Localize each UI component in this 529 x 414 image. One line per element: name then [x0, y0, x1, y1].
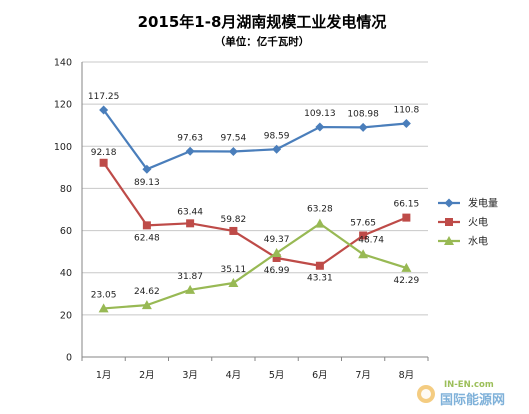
data-labels-layer: 117.25 89.13 97.63 97.54 98.59 109.13 108.98 11…	[88, 92, 420, 300]
series-2-point	[402, 213, 411, 222]
data-label: 46.99	[264, 266, 290, 276]
watermark-main-text: 国际能源网	[440, 392, 505, 408]
x-tick-label: 5月	[269, 370, 285, 381]
data-label: 24.62	[134, 287, 160, 297]
data-label: 57.65	[350, 219, 376, 229]
chart-title: 2015年1-8月湖南规模工业发电情况	[138, 13, 387, 31]
legend-marker-1	[444, 198, 454, 208]
series-line-2	[102, 162, 407, 267]
series-1-point	[185, 146, 195, 156]
series-1-point	[99, 105, 109, 115]
series-1-point	[315, 122, 325, 132]
series-3-point	[185, 284, 196, 294]
y-tick-label: 60	[60, 226, 72, 237]
data-label: 109.13	[304, 109, 336, 119]
series-3-point	[271, 247, 282, 257]
series-3-point	[141, 300, 152, 310]
y-tick-label: 40	[60, 268, 72, 279]
series-2-point	[272, 253, 281, 262]
series-line-3	[103, 222, 407, 310]
data-label: 42.29	[393, 276, 419, 286]
watermark: IN-EN.com 国际能源网	[417, 380, 505, 408]
series-1-point	[401, 119, 411, 129]
x-tick-label: 6月	[312, 370, 328, 381]
data-label: 23.05	[91, 290, 117, 300]
series-line-1	[102, 109, 407, 171]
data-label: 63.44	[177, 207, 203, 217]
series-2-point	[229, 226, 238, 235]
legend-label: 发电量	[468, 197, 498, 210]
watermark-logo-icon-inner	[421, 389, 431, 399]
data-label: 97.63	[177, 133, 203, 143]
y-tick-label: 120	[54, 100, 72, 111]
series-2-point	[315, 261, 324, 270]
series-1-point	[272, 144, 282, 154]
y-tick-label: 140	[54, 58, 72, 69]
data-label: 66.15	[393, 200, 419, 210]
data-label: 117.25	[88, 92, 120, 102]
series-layer	[98, 105, 412, 313]
legend-label: 火电	[468, 216, 488, 229]
y-tick-label: 0	[66, 353, 72, 364]
series-3-point	[314, 218, 325, 228]
x-tick-label: 7月	[355, 370, 371, 381]
series-3-point	[401, 262, 412, 272]
legend-marker-2	[445, 218, 453, 226]
series-1-point	[228, 146, 238, 156]
y-tick-label: 100	[54, 142, 72, 153]
series-3-point	[358, 249, 369, 259]
data-label: 97.54	[220, 133, 246, 143]
data-label: 35.11	[220, 265, 246, 275]
x-tick-label: 2月	[139, 370, 155, 381]
series-3-point	[228, 278, 239, 288]
y-axis-ticks: 0 20 40 60 80 100 120 140	[54, 58, 72, 364]
series-1-point	[142, 164, 152, 174]
data-label: 98.59	[264, 131, 290, 141]
series-1-point	[358, 122, 368, 132]
data-label: 89.13	[134, 178, 160, 188]
x-tick-label: 3月	[182, 370, 198, 381]
data-label: 63.28	[307, 205, 333, 215]
series-3-point	[98, 303, 109, 313]
series-2-point	[142, 221, 151, 230]
data-label: 59.82	[220, 215, 246, 225]
legend-marker-3	[444, 236, 454, 245]
x-axis-ticks: 1月 2月 3月 4月 5月 6月 7月 8月	[96, 370, 414, 381]
x-tick-label: 4月	[226, 370, 242, 381]
data-label: 108.98	[347, 109, 379, 119]
gridlines	[81, 61, 429, 361]
data-label: 49.37	[264, 235, 290, 245]
data-label: 110.8	[393, 106, 419, 116]
y-tick-label: 80	[60, 184, 72, 195]
x-tick-label: 1月	[96, 370, 112, 381]
data-label: 48.74	[358, 235, 384, 245]
series-2-point	[359, 231, 368, 240]
data-label: 31.87	[177, 272, 203, 282]
series-2-point	[99, 158, 108, 167]
data-label: 62.48	[134, 233, 160, 243]
legend-label: 水电	[468, 235, 488, 248]
chart-subtitle: （单位：亿千瓦时）	[215, 35, 310, 48]
data-label: 92.18	[91, 148, 117, 158]
data-label: 43.31	[307, 274, 333, 284]
watermark-top-text: IN-EN.com	[444, 380, 494, 390]
series-2-point	[186, 219, 195, 228]
y-tick-label: 20	[60, 310, 72, 321]
x-tick-label: 8月	[399, 370, 415, 381]
